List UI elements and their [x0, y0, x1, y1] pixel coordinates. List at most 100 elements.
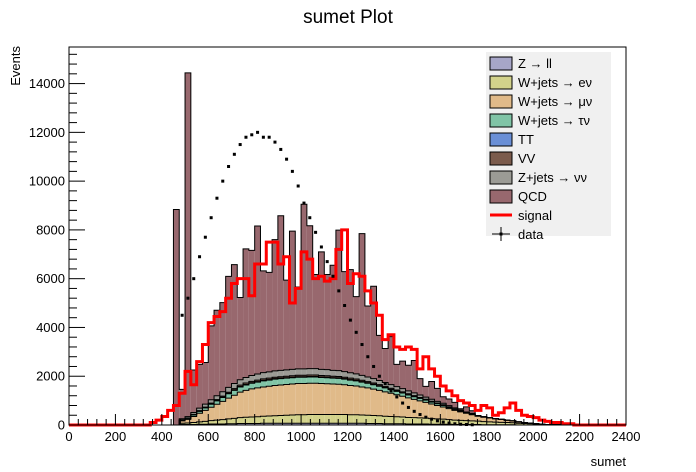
- bar: [463, 413, 470, 421]
- bar: [469, 414, 476, 421]
- bar: [306, 375, 313, 377]
- data-point: [406, 405, 410, 409]
- bar: [295, 414, 302, 424]
- bar: [364, 415, 371, 424]
- data-point: [377, 374, 381, 378]
- bar: [492, 418, 499, 423]
- bar: [289, 423, 296, 425]
- data-point: [453, 422, 457, 426]
- bar: [393, 394, 400, 417]
- bar: [185, 423, 191, 425]
- bar: [208, 399, 215, 404]
- bar: [306, 368, 313, 376]
- bar: [376, 415, 383, 424]
- bar: [457, 420, 464, 425]
- legend-label: QCD: [518, 189, 547, 204]
- bar: [219, 302, 226, 392]
- bar: [306, 376, 313, 384]
- bar: [277, 376, 284, 379]
- x-tick-label: 1800: [472, 429, 501, 444]
- bar: [376, 384, 383, 386]
- x-tick-label: 1000: [287, 429, 316, 444]
- bar: [283, 378, 290, 385]
- chart-title: sumet Plot: [303, 7, 393, 28]
- bar: [312, 274, 319, 369]
- bar: [254, 423, 261, 425]
- signal-line: [69, 228, 626, 427]
- bar: [341, 371, 348, 378]
- bar: [185, 72, 191, 417]
- bar: [440, 396, 447, 404]
- bar: [353, 385, 360, 415]
- bar: [312, 423, 319, 425]
- bar: [266, 371, 273, 379]
- data-point: [343, 304, 347, 307]
- data-point: [325, 260, 329, 264]
- y-tick-label: 2000: [36, 369, 65, 384]
- bar: [231, 418, 238, 424]
- bar: [289, 369, 296, 376]
- bar: [260, 380, 267, 387]
- bar: [219, 391, 226, 397]
- bar: [243, 385, 249, 391]
- bar: [457, 408, 464, 410]
- bar: [237, 386, 244, 393]
- y-tick-label: 8000: [36, 222, 65, 237]
- bar: [364, 383, 371, 388]
- bar: [359, 233, 365, 376]
- bar: [219, 397, 226, 402]
- bar: [393, 386, 400, 390]
- bar: [243, 417, 249, 424]
- bar: [330, 384, 336, 415]
- bar: [370, 415, 377, 424]
- bar: [318, 383, 325, 415]
- x-tick-label: 400: [151, 429, 173, 444]
- bar: [190, 370, 197, 413]
- legend-label: Z+jets → νν: [518, 170, 587, 185]
- bar: [475, 416, 481, 422]
- bar: [330, 376, 336, 378]
- legend-entry: W+jets → τν: [489, 113, 590, 128]
- bar: [353, 380, 360, 386]
- data-point: [447, 421, 451, 425]
- bar: [248, 416, 255, 424]
- data-point: [418, 413, 422, 417]
- bar: [295, 377, 302, 384]
- bar: [376, 335, 383, 381]
- stack-7: [173, 72, 476, 425]
- legend: Z → ll W+jets → eν W+jets → μν W+jets → τν T…: [486, 52, 611, 242]
- data-point: [319, 245, 323, 249]
- bar: [335, 378, 342, 385]
- bar: [492, 422, 499, 425]
- x-tick-label: 1400: [379, 429, 408, 444]
- bar: [440, 406, 447, 420]
- bar: [417, 378, 423, 395]
- bar: [272, 370, 278, 378]
- bar: [364, 305, 371, 377]
- bar: [359, 415, 365, 424]
- bar: [301, 377, 307, 384]
- bar: [330, 265, 336, 371]
- bar: [301, 423, 307, 425]
- data-point: [331, 274, 335, 278]
- bar: [196, 421, 203, 425]
- bar: [202, 404, 209, 408]
- bar: [277, 378, 284, 385]
- bar: [486, 417, 493, 422]
- bar: [451, 410, 458, 421]
- bar: [411, 396, 418, 400]
- legend-swatch: [489, 189, 513, 204]
- bar: [446, 399, 452, 406]
- bar: [231, 395, 238, 419]
- bar: [504, 422, 510, 425]
- legend-label: Z → ll: [518, 56, 552, 71]
- data-point: [192, 277, 196, 281]
- data-point: [348, 318, 352, 322]
- bar: [411, 399, 418, 418]
- bar: [382, 386, 389, 388]
- bar: [341, 271, 348, 372]
- bar: [434, 403, 441, 406]
- stack-outline-1: [69, 414, 626, 426]
- bar: [480, 417, 487, 422]
- bar: [179, 389, 186, 419]
